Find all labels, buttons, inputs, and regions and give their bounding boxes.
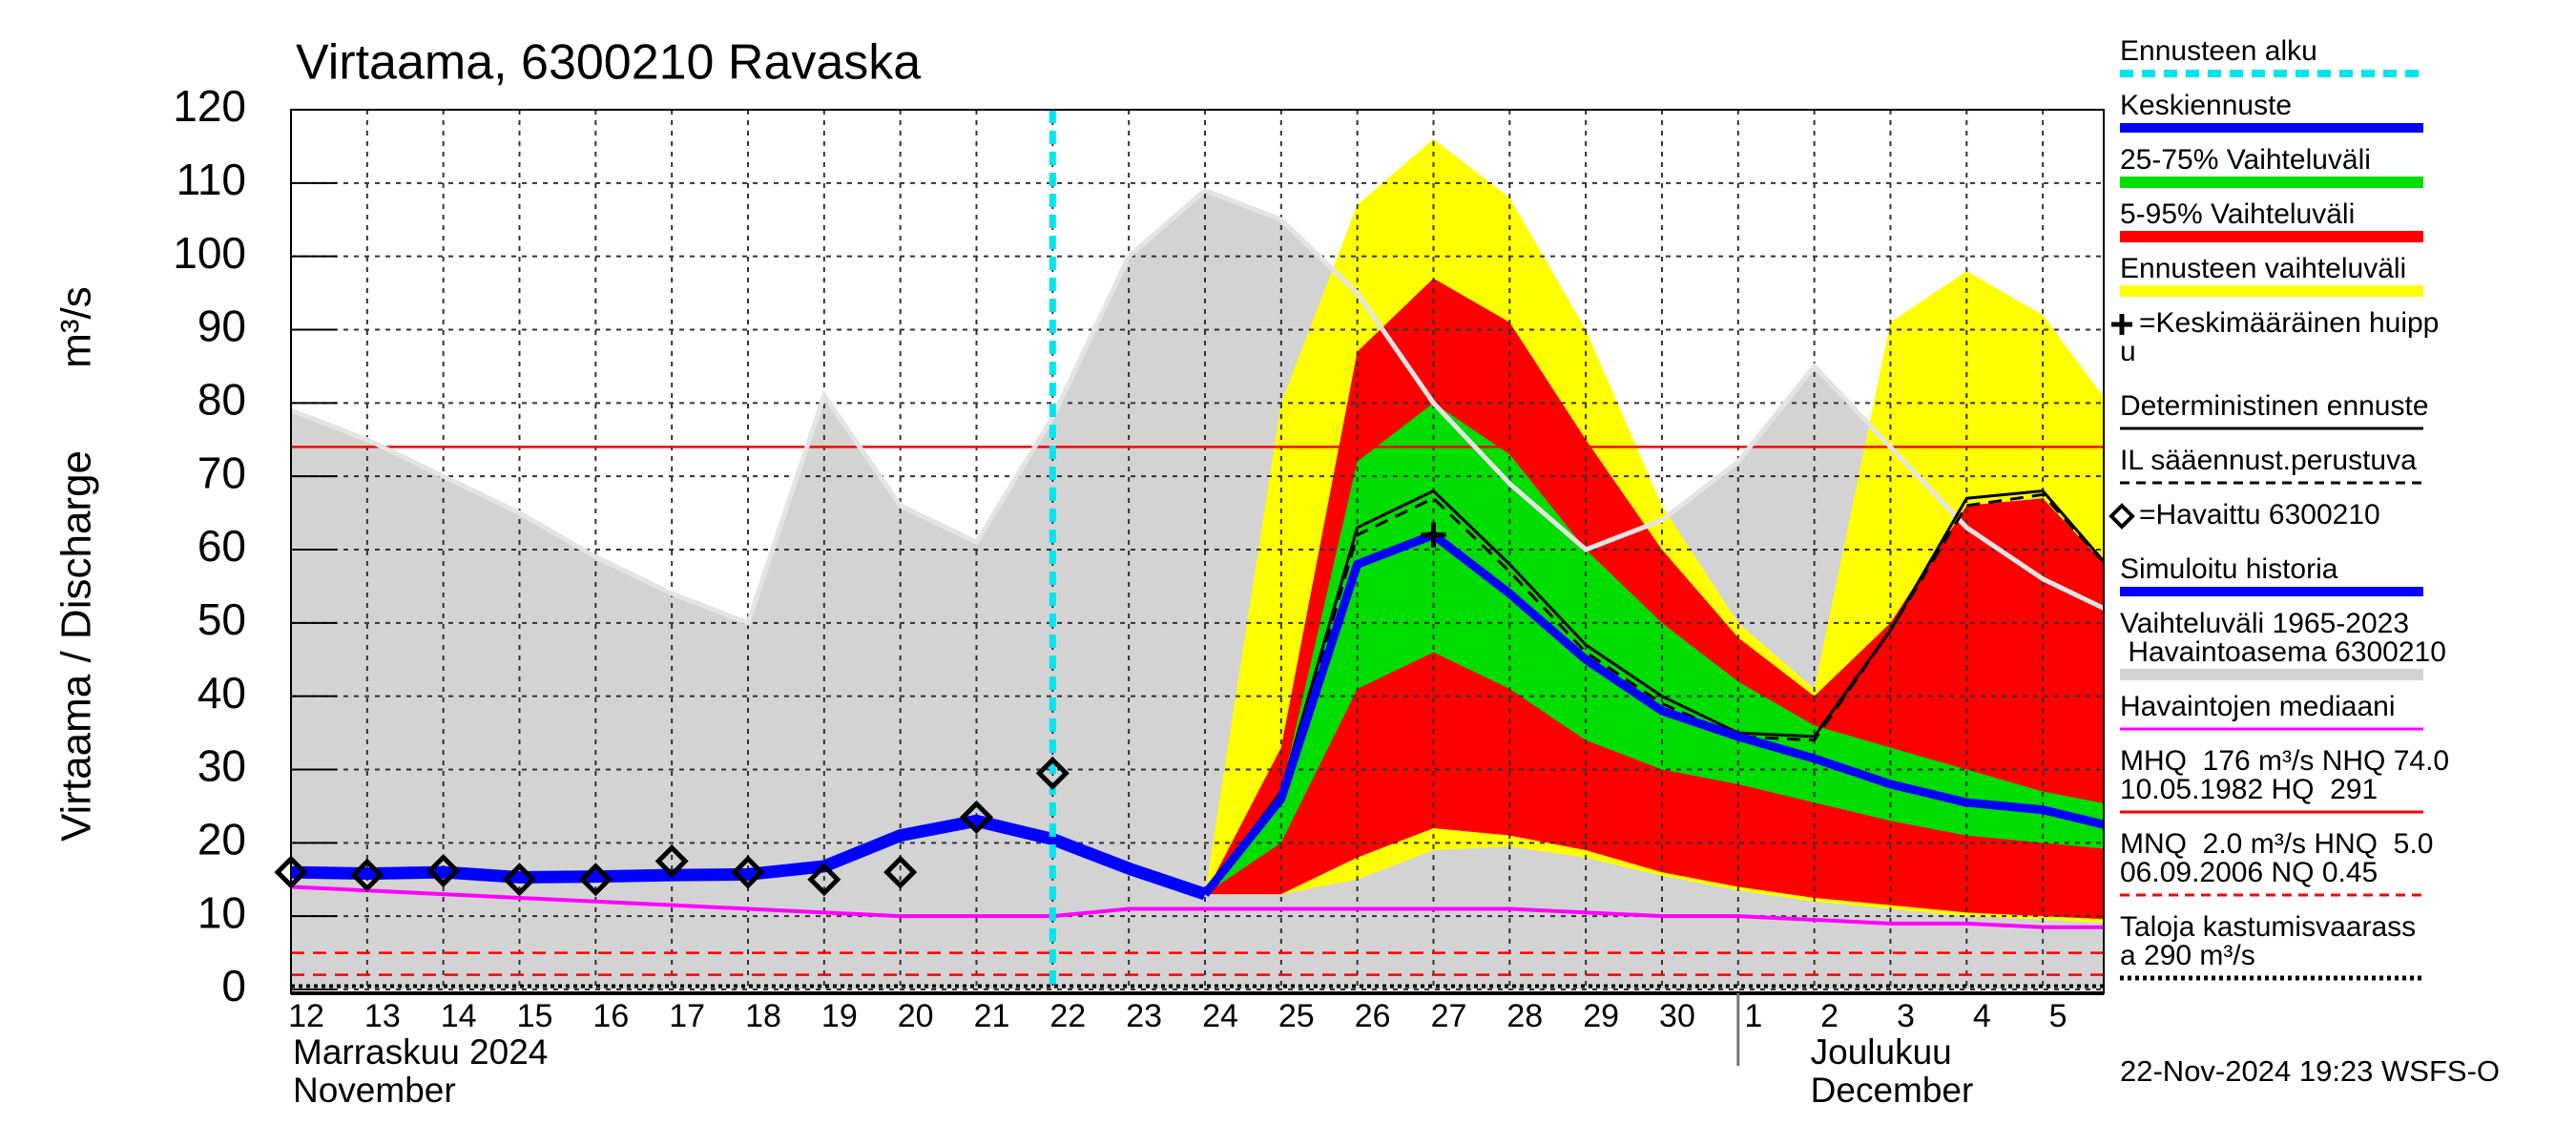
x-tick-label: 22 — [1049, 998, 1086, 1034]
y-tick-label: 100 — [173, 228, 246, 278]
legend-label: u — [2120, 336, 2136, 367]
observed-point — [578, 863, 613, 897]
x-tick-label: 15 — [517, 998, 553, 1034]
x-tick-label: 30 — [1659, 998, 1695, 1034]
observed-point — [1035, 756, 1070, 790]
observed-point — [807, 863, 841, 897]
legend-label: =Keskimääräinen huipp — [2139, 307, 2439, 339]
y-tick-label: 120 — [173, 81, 246, 131]
observed-point — [731, 855, 765, 889]
legend-label: Taloja kastumisvaarass — [2120, 911, 2416, 943]
x-tick-label: 16 — [592, 998, 629, 1034]
legend-label: Vaihteluväli 1965-2023 — [2120, 608, 2409, 639]
y-tick-label: 70 — [197, 448, 246, 497]
x-tick-label: 21 — [974, 998, 1010, 1034]
legend-label: 10.05.1982 HQ 291 — [2120, 774, 2378, 805]
y-tick-label: 0 — [221, 961, 246, 1010]
legend-label: IL sääennust.perustuva — [2120, 445, 2417, 476]
legend-label: Havaintoasema 6300210 — [2120, 636, 2446, 668]
x-tick-label: 19 — [821, 998, 858, 1034]
series-line — [1203, 492, 2104, 896]
y-tick-label: 30 — [197, 741, 246, 791]
x-tick-label: 25 — [1278, 998, 1315, 1034]
month-label: Marraskuu 2024 — [293, 1032, 548, 1072]
observed-point — [502, 863, 537, 897]
observed-point — [654, 844, 689, 879]
legend-label: a 290 m³/s — [2120, 940, 2255, 971]
x-tick-label: 26 — [1355, 998, 1391, 1034]
y-tick-label: 40 — [197, 668, 246, 718]
observed-point — [350, 858, 384, 892]
x-tick-label: 18 — [745, 998, 781, 1034]
legend-label: MHQ 176 m³/s NHQ 74.0 — [2120, 745, 2449, 777]
y-axis-label: Virtaama / Discharge — [53, 450, 100, 842]
range-edge — [291, 187, 2104, 627]
x-tick-label: 3 — [1897, 998, 1915, 1034]
observed-point — [883, 855, 918, 889]
month-label: Joulukuu — [1811, 1032, 1952, 1072]
x-tick-label: 17 — [669, 998, 705, 1034]
series-line — [291, 814, 1208, 901]
y-tick-label: 50 — [197, 594, 246, 644]
legend-label: Ennusteen vaihteluväli — [2120, 253, 2406, 284]
legend-label: 5-95% Vaihteluväli — [2120, 198, 2355, 230]
x-tick-label: 1 — [1744, 998, 1762, 1034]
legend-symbol — [2111, 314, 2132, 335]
x-tick-label: 28 — [1506, 998, 1543, 1034]
mean-peak — [1421, 522, 1446, 548]
series-line — [291, 885, 2104, 929]
footer: 22-Nov-2024 19:23 WSFS-O — [2120, 1054, 2500, 1088]
chart-title: Virtaama, 6300210 Ravaska — [296, 35, 921, 91]
series-line — [1201, 531, 2104, 897]
legend-label: Simuloitu historia — [2120, 553, 2338, 585]
x-tick-label: 2 — [1820, 998, 1839, 1034]
x-tick-label: 14 — [441, 998, 477, 1034]
legend-label: MNQ 2.0 m³/s HNQ 5.0 — [2120, 828, 2433, 860]
x-tick-label: 23 — [1126, 998, 1162, 1034]
x-tick-label: 27 — [1431, 998, 1467, 1034]
legend-label: 06.09.2006 NQ 0.45 — [2120, 857, 2378, 888]
y-tick-label: 20 — [197, 814, 246, 864]
x-tick-label: 5 — [2049, 998, 2067, 1034]
month-label: December — [1811, 1071, 1974, 1110]
y-axis-unit: m³/s — [53, 286, 100, 368]
series-line — [1203, 489, 2104, 896]
y-tick-label: 80 — [197, 374, 246, 424]
legend-label: Deterministinen ennuste — [2120, 390, 2429, 422]
observed-point — [959, 800, 994, 834]
x-tick-label: 24 — [1202, 998, 1238, 1034]
month-label: November — [293, 1071, 456, 1110]
x-tick-label: 13 — [364, 998, 401, 1034]
legend-label: Havaintojen mediaani — [2120, 691, 2396, 722]
y-tick-label: 60 — [197, 521, 246, 571]
x-tick-label: 12 — [288, 998, 324, 1034]
y-tick-label: 110 — [177, 155, 246, 204]
legend-label: Ennusteen alku — [2120, 35, 2317, 67]
legend-symbol — [2109, 503, 2135, 530]
y-tick-label: 10 — [197, 887, 246, 937]
range-band — [1204, 403, 2104, 895]
observed-point — [426, 853, 461, 888]
x-tick-label: 20 — [898, 998, 934, 1034]
legend-label: Keskiennuste — [2120, 90, 2292, 121]
legend-label: 25-75% Vaihteluväli — [2120, 144, 2371, 176]
y-tick-label: 90 — [197, 302, 246, 351]
x-tick-label: 29 — [1583, 998, 1619, 1034]
x-tick-label: 4 — [1973, 998, 1991, 1034]
plot-area — [291, 110, 2104, 990]
legend-label: =Havaittu 6300210 — [2139, 499, 2380, 531]
